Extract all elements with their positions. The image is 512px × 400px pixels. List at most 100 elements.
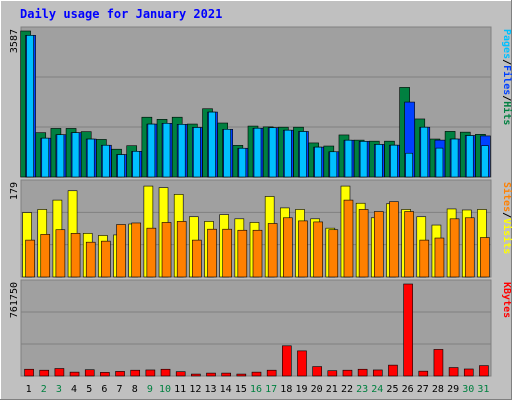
legend-text: Sites/Visits	[501, 182, 512, 254]
bar-sites-day-11	[176, 221, 187, 278]
bar-kbytes-day-11	[175, 371, 186, 377]
x-tick-label-day-4: 4	[71, 384, 77, 395]
x-tick-label-day-28: 28	[432, 384, 444, 395]
bar-kbytes-day-12	[191, 373, 201, 377]
bar-pages-day-12	[193, 127, 201, 178]
x-tick-label-day-18: 18	[280, 384, 292, 395]
legend-separator: /	[501, 212, 512, 218]
bar-kbytes-day-14	[221, 372, 231, 377]
x-tick-label-day-11: 11	[174, 384, 186, 395]
x-tick-label-day-16: 16	[250, 384, 262, 395]
legend-item-pages: Pages	[501, 29, 512, 59]
bar-kbytes-day-19	[297, 350, 307, 377]
bar-sites-day-2	[40, 234, 51, 278]
bar-pages-day-29	[450, 138, 459, 178]
bar-sites-day-15	[237, 229, 248, 278]
bar-kbytes-day-15	[236, 373, 247, 377]
bar-pages-day-16	[253, 127, 262, 178]
x-tick-label-day-25: 25	[386, 384, 398, 395]
legend-item-sites: Sites	[501, 182, 512, 212]
x-tick-label-day-26: 26	[402, 384, 414, 395]
bar-pages-day-18	[284, 129, 292, 178]
bar-pages-day-30	[465, 135, 474, 178]
legend-item-files: Files	[501, 65, 512, 95]
bar-pages-day-21	[329, 151, 338, 178]
bar-sites-day-18	[283, 217, 293, 278]
x-tick-label-day-17: 17	[265, 384, 277, 395]
legend-sites-visits: Sites/Visits	[501, 182, 512, 254]
bar-sites-day-26	[404, 211, 414, 278]
bar-kbytes-day-21	[327, 370, 338, 377]
bar-pages-day-26	[405, 152, 413, 178]
x-tick-label-day-29: 29	[447, 384, 459, 395]
bar-pages-day-9	[147, 123, 156, 178]
bar-pages-day-5	[86, 138, 95, 178]
bar-kbytes-day-6	[100, 372, 110, 377]
bar-pages-day-19	[299, 131, 307, 178]
bar-pages-day-3	[56, 134, 65, 178]
bar-pages-day-13	[208, 111, 216, 178]
bar-sites-day-5	[85, 241, 96, 278]
legend-item-visits: Visits	[501, 218, 512, 254]
x-tick-label-day-1: 1	[26, 384, 32, 395]
bar-pages-day-25	[390, 144, 398, 178]
x-tick-label-day-3: 3	[56, 384, 62, 395]
bar-pages-day-6	[102, 144, 110, 178]
x-tick-label-day-8: 8	[132, 384, 138, 395]
bar-kbytes-day-3	[54, 368, 65, 377]
bar-pages-day-14	[223, 128, 231, 178]
bar-pages-day-27	[420, 126, 429, 178]
series-sites	[25, 199, 490, 278]
bar-sites-day-25	[389, 201, 399, 278]
bar-sites-day-7	[116, 224, 126, 278]
plot-area	[20, 279, 492, 377]
bar-kbytes-day-26	[403, 283, 413, 377]
bar-pages-day-15	[238, 147, 247, 178]
bar-sites-day-10	[161, 222, 172, 278]
x-tick-label-day-13: 13	[204, 384, 216, 395]
bar-kbytes-day-30	[463, 368, 474, 377]
x-tick-label-day-9: 9	[147, 384, 153, 395]
bar-pages-day-22	[344, 139, 353, 178]
bar-pages-day-4	[71, 132, 80, 178]
bar-sites-day-14	[222, 228, 232, 278]
bar-pages-day-1	[26, 35, 34, 178]
bar-kbytes-day-1	[24, 368, 34, 377]
bar-sites-day-9	[146, 227, 157, 278]
bar-kbytes-day-5	[84, 369, 95, 377]
bar-pages-day-31	[481, 145, 489, 178]
bar-sites-day-21	[328, 229, 339, 278]
bar-pages-day-23	[359, 141, 368, 178]
panel-sites-visits: 179 Sites/Visits	[9, 179, 512, 278]
bar-sites-day-16	[252, 229, 263, 278]
bar-kbytes-day-18	[282, 345, 292, 377]
bar-sites-day-30	[464, 217, 475, 278]
series-pages	[26, 35, 489, 178]
bar-pages-day-10	[162, 123, 171, 178]
bar-kbytes-day-9	[145, 369, 156, 377]
bar-sites-day-1	[25, 239, 35, 278]
bar-kbytes-day-20	[312, 366, 322, 377]
bar-kbytes-day-8	[130, 369, 141, 377]
x-tick-label-day-21: 21	[326, 384, 338, 395]
x-tick-label-day-7: 7	[117, 384, 123, 395]
max-value-label: 3587	[9, 29, 20, 53]
x-tick-label-day-23: 23	[356, 384, 368, 395]
bar-sites-day-4	[70, 233, 81, 278]
x-tick-label-day-27: 27	[417, 384, 429, 395]
bar-sites-day-28	[434, 237, 445, 278]
legend-kbytes: KBytes	[501, 282, 512, 318]
bar-kbytes-day-4	[69, 371, 80, 377]
x-tick-label-day-14: 14	[220, 384, 232, 395]
bar-sites-day-29	[449, 218, 460, 278]
x-tick-label-day-12: 12	[189, 384, 201, 395]
bar-kbytes-day-25	[388, 364, 398, 377]
max-value-label: 761750	[9, 282, 20, 318]
bar-pages-day-28	[435, 147, 444, 178]
bar-sites-day-31	[480, 237, 490, 278]
bar-kbytes-day-28	[433, 349, 444, 377]
x-tick-label-day-22: 22	[341, 384, 353, 395]
bar-pages-day-11	[177, 124, 186, 178]
x-tick-label-day-10: 10	[159, 384, 171, 395]
legend-item-hits: Hits	[501, 101, 512, 125]
